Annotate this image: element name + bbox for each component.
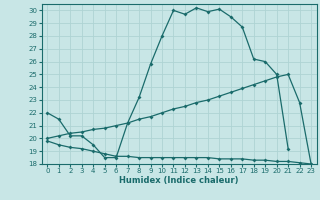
X-axis label: Humidex (Indice chaleur): Humidex (Indice chaleur) — [119, 176, 239, 185]
